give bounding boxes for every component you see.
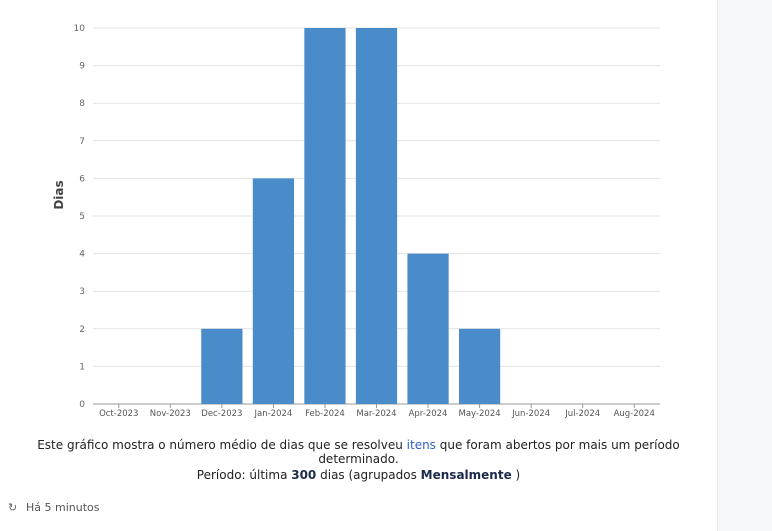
period-days: 300: [291, 468, 317, 482]
period-suffix: ): [511, 468, 521, 482]
x-tick-label: Jan-2024: [254, 409, 293, 419]
last-updated-text: Há 5 minutos: [26, 501, 100, 514]
bar-chart: 0 1 2 3 4 5 6 7 8 9 10 Oct-2023 Nov-2023 Dec-2023 Jan-…: [74, 24, 660, 419]
bar: [355, 28, 398, 404]
x-tick-label: May-2024: [459, 409, 501, 419]
y-tick-label: 2: [79, 325, 85, 335]
y-tick-label: 3: [79, 287, 85, 297]
chart-description: Este gráfico mostra o número médio de di…: [0, 438, 717, 466]
y-tick-label: 4: [79, 250, 85, 260]
description-text-after: que foram abertos por mais um período de…: [318, 438, 680, 466]
side-strip: [717, 0, 772, 531]
period-line: Período: última 300 dias (agrupados Mens…: [0, 468, 717, 482]
x-tick-label: Jun-2024: [511, 409, 550, 419]
y-tick-label: 0: [79, 400, 85, 410]
x-tick-label: Jul-2024: [564, 409, 600, 419]
y-tick-label: 7: [79, 137, 85, 147]
x-tick-label: Oct-2023: [99, 409, 138, 419]
period-grouping: Mensalmente: [420, 468, 512, 482]
bar: [201, 328, 243, 404]
items-link[interactable]: itens: [406, 438, 436, 452]
description-text-before: Este gráfico mostra o número médio de di…: [37, 438, 407, 452]
bar: [304, 28, 346, 404]
x-tick-label: Nov-2023: [150, 409, 191, 419]
y-tick-label: 8: [79, 99, 85, 109]
x-tick-label: Aug-2024: [614, 409, 655, 419]
x-tick-label: Apr-2024: [409, 409, 448, 419]
period-middle: dias (agrupados: [316, 468, 421, 482]
y-tick-label: 1: [79, 362, 85, 372]
last-updated: ↻ Há 5 minutos: [8, 501, 100, 514]
y-tick-label: 5: [79, 212, 85, 222]
bar: [458, 328, 501, 404]
y-axis-title: Dias: [52, 180, 66, 210]
period-prefix: Período: última: [196, 468, 292, 482]
bar: [407, 253, 449, 404]
y-tick-label: 6: [79, 174, 85, 184]
x-tick-label: Mar-2024: [356, 409, 396, 419]
y-tick-label: 9: [79, 62, 85, 72]
x-tick-label: Feb-2024: [305, 409, 345, 419]
x-tick-label: Dec-2023: [201, 409, 242, 419]
bar: [252, 178, 295, 404]
chart-panel: 0 1 2 3 4 5 6 7 8 9 10 Oct-2023 Nov-2023 Dec-2023 Jan-…: [0, 24, 717, 514]
refresh-icon[interactable]: ↻: [8, 501, 18, 514]
y-tick-label: 10: [74, 24, 86, 34]
